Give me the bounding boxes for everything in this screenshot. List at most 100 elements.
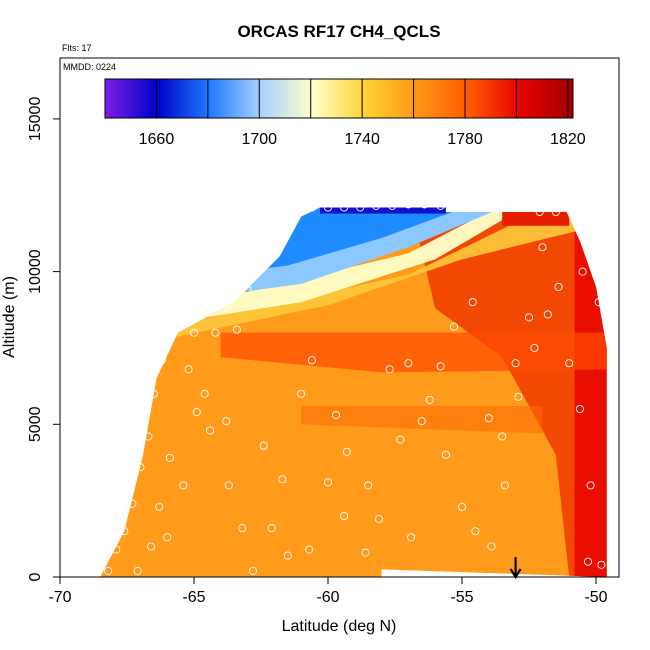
x-tick-label: -50 — [584, 589, 607, 606]
observation-point — [535, 207, 544, 217]
observation-point — [530, 343, 539, 352]
observation-point — [224, 481, 233, 490]
observation-point — [340, 511, 349, 520]
observation-point — [232, 325, 241, 334]
observation-point — [449, 322, 459, 331]
observation-point — [511, 359, 520, 368]
x-tick-label: -55 — [450, 589, 473, 606]
observation-point — [222, 417, 231, 426]
observation-point — [184, 365, 193, 374]
heatmap-high-edge — [574, 207, 607, 577]
observation-point — [487, 542, 496, 551]
observation-point — [471, 527, 480, 536]
date-label: MMDD: 0224 — [63, 62, 116, 72]
observation-point — [538, 243, 547, 252]
observation-point — [498, 432, 507, 441]
observation-point — [155, 502, 164, 511]
observation-point — [356, 203, 365, 212]
observation-point — [112, 545, 121, 554]
colorbar-tick-label: 1700 — [241, 131, 277, 148]
observation-point — [147, 542, 156, 551]
observation-point — [594, 298, 603, 307]
observation-point — [565, 359, 574, 368]
observation-point — [425, 395, 434, 404]
observation-point — [597, 560, 606, 569]
observation-point — [206, 426, 215, 435]
colorbar-tick-label: 1660 — [139, 131, 175, 148]
observation-point — [385, 365, 394, 374]
observation-point — [189, 328, 199, 337]
observation-point — [578, 267, 587, 276]
heatmap-streak-band — [301, 405, 543, 434]
heatmap-min-strip — [319, 207, 446, 214]
observation-point — [586, 481, 595, 490]
location-marker — [509, 557, 522, 580]
observation-point — [283, 551, 292, 560]
observation-point — [583, 557, 593, 566]
observation-point — [396, 435, 405, 444]
observation-point — [128, 499, 137, 508]
down-arrow — [509, 568, 522, 580]
observation-point — [554, 282, 563, 291]
observation-point — [342, 447, 351, 456]
observation-point — [133, 566, 142, 575]
observation-point — [192, 408, 201, 417]
observation-point — [256, 243, 266, 252]
y-tick-label: 5000 — [27, 406, 44, 442]
observation-point — [104, 566, 113, 575]
observation-point — [243, 285, 252, 294]
observation-point — [200, 389, 209, 398]
observation-point — [248, 566, 258, 575]
observation-point — [436, 201, 445, 210]
colorbar: 1660 1700 1740 1780 1820 — [104, 78, 586, 148]
colorbar-tick-label: 1820 — [550, 131, 586, 148]
colorbar-tick-label: 1740 — [344, 131, 380, 148]
observation-point — [372, 201, 381, 210]
observation-point — [404, 359, 413, 368]
observation-point — [168, 328, 177, 337]
observation-point — [575, 404, 584, 414]
observation-point — [157, 356, 166, 365]
observation-point — [291, 203, 300, 212]
x-axis-label: Latitude (deg N) — [282, 618, 397, 635]
heatmap-high-region — [408, 207, 607, 577]
observation-point — [551, 207, 560, 217]
observation-point — [275, 203, 284, 212]
observation-point — [441, 450, 450, 459]
observation-point — [144, 432, 153, 441]
colorbar-gradient — [105, 79, 573, 118]
observation-point — [436, 362, 445, 371]
y-tick-label: 10000 — [27, 249, 44, 294]
y-axis-label: Altitude (m) — [1, 276, 18, 358]
observation-point — [163, 533, 172, 542]
observation-point — [120, 527, 129, 536]
observation-point — [179, 481, 188, 490]
chart-title: ORCAS RF17 CH4_QCLS — [237, 22, 440, 41]
observation-point — [543, 310, 552, 319]
heatmap-streak-band — [220, 332, 607, 373]
plot-frame — [59, 57, 620, 578]
observation-point — [364, 481, 373, 490]
observation-point — [340, 203, 349, 212]
observation-point — [484, 414, 493, 423]
observation-point — [323, 478, 333, 487]
y-tick-label: 15000 — [27, 97, 44, 142]
x-tick-label: -70 — [48, 589, 71, 606]
observation-point — [331, 411, 341, 420]
heatmap-neutral-band — [167, 207, 529, 324]
observation-point — [468, 298, 477, 307]
observation-point — [514, 392, 523, 401]
observation-point — [136, 463, 145, 472]
observation-point — [307, 203, 316, 212]
observation-points — [104, 200, 606, 575]
observation-point — [374, 514, 383, 524]
observation-point — [305, 545, 314, 554]
observation-point — [361, 548, 370, 557]
observation-point — [457, 502, 467, 511]
observation-point — [524, 313, 534, 322]
x-tick-label: -60 — [316, 589, 339, 606]
observation-point — [149, 389, 158, 398]
observation-point — [417, 417, 426, 426]
observation-point — [238, 524, 247, 533]
